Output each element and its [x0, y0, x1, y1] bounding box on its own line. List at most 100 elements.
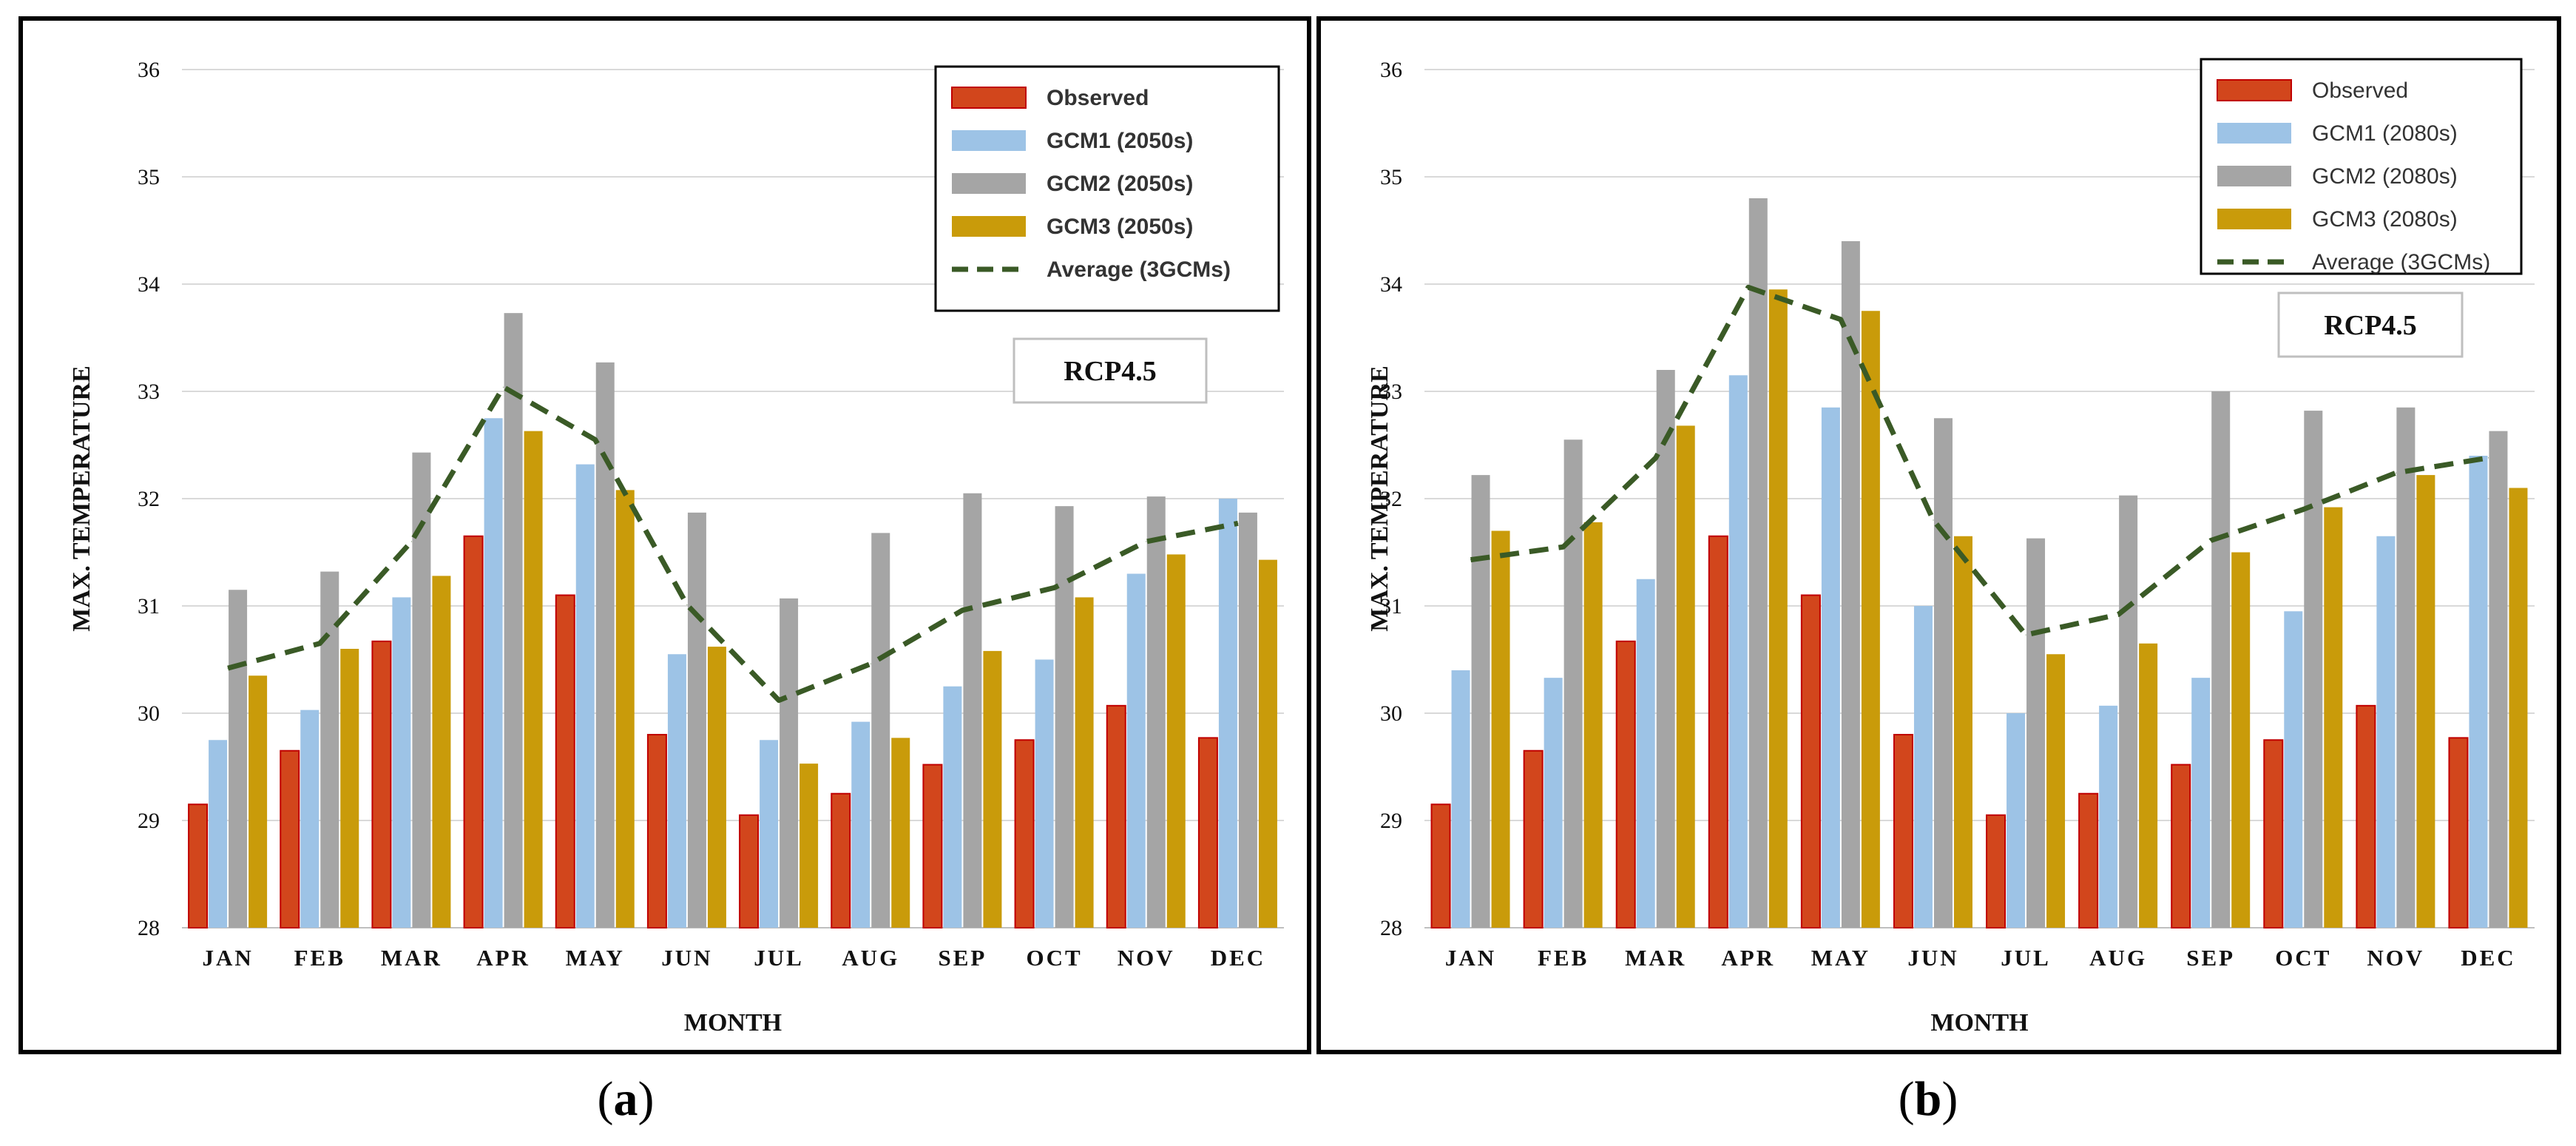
- chart-a-bar-gcm1-2050s-jan: [209, 740, 228, 928]
- chart-a-bar-gcm3-2050s-apr: [524, 431, 543, 928]
- chart-b-xtick-label: AUG: [2089, 945, 2147, 971]
- chart-b-bar-gcm2-2080s-jun: [1933, 418, 1953, 928]
- chart-a-xtick-label: MAY: [566, 945, 625, 971]
- chart-a-average-point: [1054, 587, 1055, 588]
- chart-a-bar-gcm2-2050s-jul: [780, 598, 799, 928]
- chart-a-average-point: [778, 700, 780, 701]
- chart-a-ytick-label: 35: [138, 165, 160, 189]
- chart-b-ytick-label: 28: [1380, 916, 1402, 940]
- chart-a-legend-swatch-observed: [951, 87, 1027, 109]
- chart-a-legend: Observed GCM1 (2050s) GCM2 (2050s) GCM3 (20…: [934, 65, 1280, 312]
- chart-b-bar-gcm1-2080s-may: [1821, 407, 1840, 928]
- chart-b-average-point: [2302, 509, 2304, 510]
- chart-a-bar-gcm2-2050s-dec: [1238, 512, 1257, 928]
- chart-a-bar-gcm2-2050s-aug: [871, 533, 890, 928]
- chart-a-xtick-label: DEC: [1211, 945, 1265, 971]
- chart-b-ytick-label: 29: [1380, 809, 1402, 833]
- chart-b-xtick-label: MAR: [1625, 945, 1686, 971]
- chart-b-bar-gcm2-2080s-feb: [1563, 439, 1583, 928]
- chart-b-xtick-label: JAN: [1445, 945, 1496, 971]
- chart-b-average-point: [1470, 559, 1472, 561]
- chart-a-annotation-label: RCP4.5: [1064, 356, 1157, 387]
- chart-a-ytick-label: 34: [138, 272, 160, 297]
- chart-a-bar-observed-dec: [1197, 737, 1218, 928]
- chart-a-bar-gcm3-2050s-feb: [340, 649, 359, 928]
- chart-a-ytick-label: 29: [138, 809, 160, 833]
- chart-a-bar-gcm2-2050s-feb: [320, 571, 339, 928]
- chart-b-bar-gcm1-2080s-nov: [2376, 536, 2396, 928]
- chart-a-xtick-label: NOV: [1118, 945, 1175, 971]
- chart-b-bar-gcm1-2080s-feb: [1544, 678, 1563, 928]
- chart-b-bar-gcm1-2080s-jan: [1451, 670, 1470, 928]
- chart-b-bar-observed-jan: [1430, 803, 1451, 928]
- chart-b-bar-gcm3-2080s-nov: [2416, 475, 2435, 928]
- chart-b-bar-gcm2-2080s-jan: [1471, 475, 1490, 928]
- chart-a-bar-gcm2-2050s-jun: [687, 512, 706, 928]
- chart-b-legend-swatch-gcm1-2080s: [2217, 123, 2291, 144]
- chart-a-bar-gcm3-2050s-mar: [432, 576, 451, 928]
- chart-b-xtick-label: SEP: [2186, 945, 2235, 971]
- chart-a-legend-swatch-gcm3-2050s: [952, 216, 1026, 237]
- chart-a-legend-label-observed: Observed: [1047, 86, 1149, 110]
- chart-a-bar-gcm1-2050s-jul: [760, 740, 779, 928]
- chart-a-bar-observed-mar: [371, 640, 392, 928]
- chart-b-bar-gcm3-2080s-jan: [1491, 530, 1510, 928]
- chart-a-bar-gcm1-2050s-jun: [667, 654, 686, 928]
- chart-a-average-point: [686, 604, 688, 606]
- chart-b-ytick-label: 30: [1380, 701, 1402, 726]
- chart-b-ytick-label: 32: [1380, 487, 1402, 511]
- chart-b-xtick-label: OCT: [2275, 945, 2331, 971]
- chart-b-bar-gcm2-2080s-apr: [1748, 198, 1768, 928]
- chart-b-xtick-label: MAY: [1811, 945, 1870, 971]
- chart-a-average-point: [227, 667, 229, 669]
- chart-a-ytick-label: 31: [138, 594, 160, 618]
- chart-b-bar-observed-jun: [1893, 734, 1913, 928]
- chart-a-bar-gcm2-2050s-sep: [963, 493, 982, 928]
- chart-b-xtick-label: NOV: [2367, 945, 2424, 971]
- chart-b-bar-observed-aug: [2078, 792, 2099, 928]
- chart-b-legend-label-average-3gcms: Average (3GCMs): [2312, 250, 2490, 274]
- chart-a-bar-gcm3-2050s-jan: [249, 675, 268, 928]
- chart-b-bar-observed-feb: [1523, 749, 1544, 928]
- chart-a-legend-swatch-gcm2-2050s: [952, 173, 1026, 194]
- chart-a-xtick-label: SEP: [938, 945, 987, 971]
- chart-a-bar-gcm1-2050s-feb: [300, 709, 320, 928]
- chart-b-bar-observed-mar: [1615, 640, 1636, 928]
- chart-b-bar-gcm1-2080s-dec: [2469, 456, 2488, 928]
- chart-a-bar-observed-feb: [280, 749, 300, 928]
- chart-a-bar-observed-jan: [188, 803, 209, 928]
- chart-b-bar-gcm3-2080s-jun: [1953, 536, 1972, 928]
- chart-b-bar-gcm1-2080s-oct: [2284, 611, 2303, 928]
- chart-b-bar-observed-oct: [2263, 739, 2284, 928]
- chart-b-bar-gcm3-2080s-oct: [2324, 507, 2343, 928]
- chart-b-bar-gcm3-2080s-aug: [2139, 643, 2158, 928]
- chart-a-ytick-label: 28: [138, 916, 160, 940]
- chart-b-bar-gcm1-2080s-sep: [2191, 678, 2211, 928]
- chart-a-bar-gcm3-2050s-aug: [891, 738, 910, 928]
- chart-a-bar-observed-oct: [1014, 739, 1035, 928]
- chart-b-xtick-label: FEB: [1538, 945, 1589, 971]
- chart-b-bar-gcm3-2080s-may: [1861, 311, 1880, 928]
- chart-a-bar-gcm1-2050s-oct: [1035, 659, 1054, 928]
- chart-a-bar-gcm3-2050s-oct: [1075, 597, 1094, 928]
- chart-a: 28 29 30 31 32 33 34 35 36 JAN FEB MAR APR MAY JUN JUL A…: [68, 58, 1284, 1037]
- chart-a-bar-gcm1-2050s-may: [575, 464, 595, 928]
- chart-b-average-point: [1840, 319, 1842, 320]
- chart-b-bar-gcm2-2080s-aug: [2119, 495, 2138, 928]
- panel-a: 28 29 30 31 32 33 34 35 36 JAN FEB MAR APR MAY JUN JUL A…: [18, 16, 1311, 1054]
- chart-b-bar-observed-apr: [1708, 535, 1728, 928]
- chart-a-legend-label-gcm1-2050s: GCM1 (2050s): [1047, 129, 1193, 153]
- chart-b-legend-swatch-gcm2-2080s: [2217, 166, 2291, 186]
- chart-a-bar-gcm3-2050s-dec: [1258, 559, 1277, 928]
- chart-a-bar-gcm1-2050s-dec: [1218, 499, 1237, 928]
- chart-b-bar-gcm2-2080s-jul: [2026, 538, 2046, 928]
- chart-b: 28 29 30 31 32 33 34 35 36 JAN FEB MAR APR MAY JUN JUL A…: [1366, 58, 2535, 1037]
- chart-b-legend: Observed GCM1 (2080s) GCM2 (2080s) GCM3 (20…: [2200, 58, 2523, 275]
- chart-b-bar-gcm3-2080s-mar: [1676, 425, 1695, 928]
- chart-a-xtick-label: JUL: [754, 945, 804, 971]
- chart-a-legend-swatch-gcm1-2050s: [952, 130, 1026, 151]
- chart-b-xtick-label: JUL: [2001, 945, 2051, 971]
- chart-b-xtick-label: JUN: [1907, 945, 1958, 971]
- chart-b-bar-observed-dec: [2448, 737, 2469, 928]
- chart-a-annotation-box: [1013, 337, 1208, 404]
